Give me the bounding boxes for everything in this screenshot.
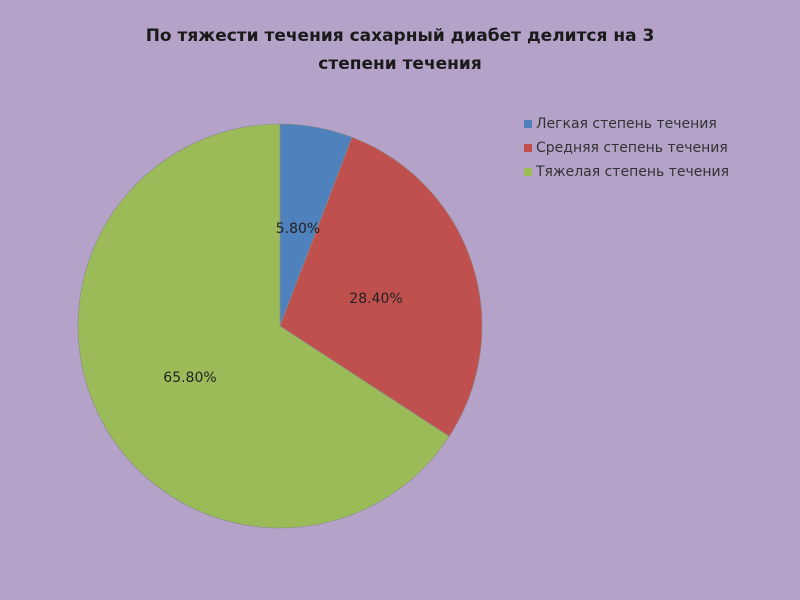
pie-slice <box>77 123 450 529</box>
legend-swatch <box>524 120 532 128</box>
legend: Легкая степень течения Средняя степень т… <box>524 112 729 184</box>
pie-slice <box>279 136 483 437</box>
legend-item: Средняя степень течения <box>524 136 729 160</box>
legend-label: Средняя степень течения <box>536 140 728 156</box>
title-line-2: степени течения <box>318 54 482 74</box>
data-label: 5.80% <box>276 221 320 237</box>
title-line-1: По тяжести течения сахарный диабет делит… <box>145 26 655 46</box>
legend-swatch <box>524 144 532 152</box>
chart-title: По тяжести течения сахарный диабет делит… <box>0 22 800 78</box>
data-label: 65.80% <box>163 370 216 386</box>
legend-label: Легкая степень течения <box>536 116 717 132</box>
legend-swatch <box>524 168 532 176</box>
legend-item: Тяжелая степень течения <box>524 160 729 184</box>
data-label: 28.40% <box>349 291 402 307</box>
legend-item: Легкая степень течения <box>524 112 729 136</box>
legend-label: Тяжелая степень течения <box>536 164 730 180</box>
